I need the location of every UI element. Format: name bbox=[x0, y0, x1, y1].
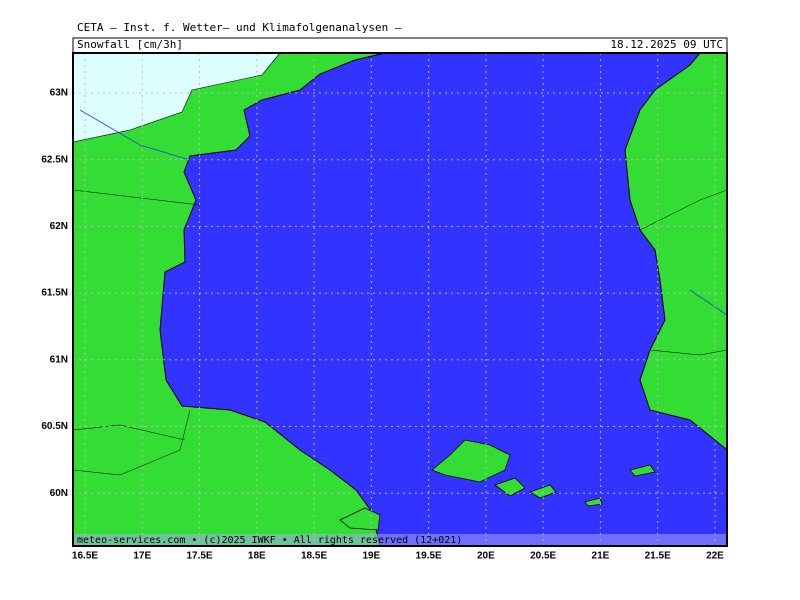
lon-label: 19E bbox=[362, 551, 380, 562]
lat-label: 62N bbox=[50, 221, 68, 232]
lat-label: 63N bbox=[50, 88, 68, 99]
lon-label: 18E bbox=[248, 551, 266, 562]
lon-label: 20E bbox=[477, 551, 495, 562]
island bbox=[629, 464, 656, 477]
map-area: meteo-services.com • (c)2025 IWKF • All … bbox=[72, 52, 728, 547]
lon-label: 17.5E bbox=[186, 551, 212, 562]
border bbox=[72, 189, 728, 476]
lon-label: 17E bbox=[133, 551, 151, 562]
island bbox=[494, 477, 526, 497]
frame bbox=[72, 52, 728, 547]
sea bbox=[159, 52, 728, 547]
lat-label: 61N bbox=[50, 354, 68, 365]
footer: meteo-services.com • (c)2025 IWKF • All … bbox=[77, 535, 462, 546]
lon-label: 19.5E bbox=[416, 551, 442, 562]
footer-band bbox=[73, 534, 727, 546]
outer-region bbox=[72, 52, 281, 143]
lat-label: 60N bbox=[50, 488, 68, 499]
lat-label: 61.5N bbox=[41, 288, 68, 299]
lon-label: 18.5E bbox=[301, 551, 327, 562]
island bbox=[339, 507, 381, 531]
island bbox=[584, 497, 603, 507]
lon-label: 21E bbox=[592, 551, 610, 562]
datetime: 18.12.2025 09 UTC bbox=[610, 38, 723, 51]
lon-label: 22E bbox=[706, 551, 724, 562]
lon-label: 20.5E bbox=[530, 551, 556, 562]
subtitle: Snowfall [cm/3h] bbox=[77, 38, 183, 51]
lon-label: 21.5E bbox=[645, 551, 671, 562]
lat-label: 60.5N bbox=[41, 421, 68, 432]
lon-label: 16.5E bbox=[72, 551, 98, 562]
lat-label: 62.5N bbox=[41, 154, 68, 165]
river bbox=[79, 109, 728, 316]
island bbox=[431, 439, 511, 483]
title: CETA — Inst. f. Wetter— und Klimafolgena… bbox=[77, 21, 402, 34]
